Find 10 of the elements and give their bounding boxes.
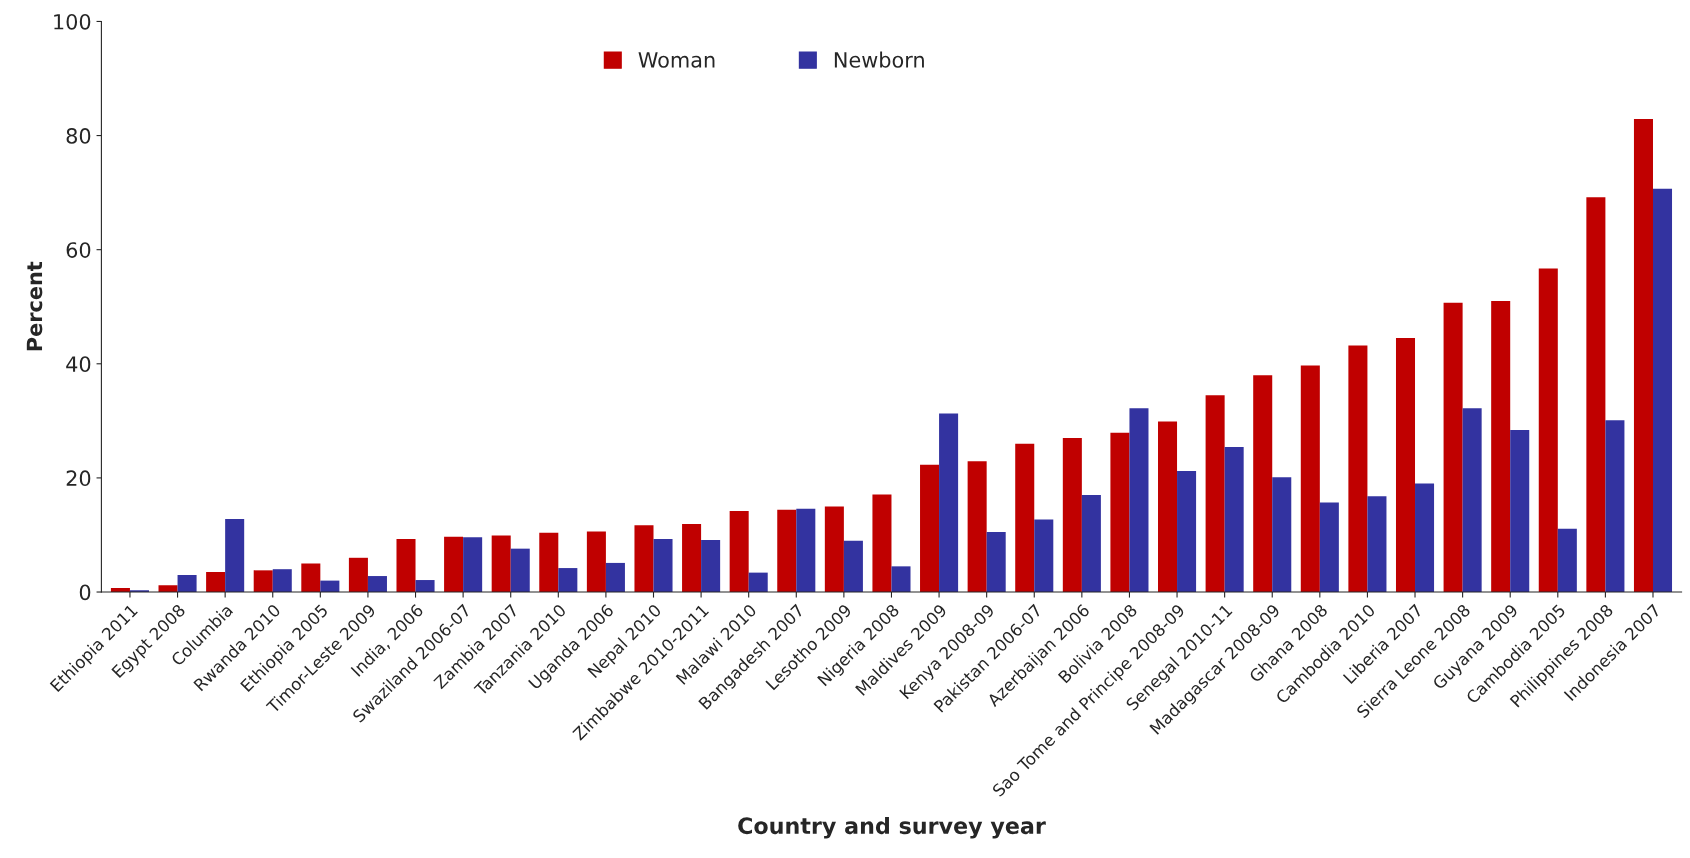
y-tick-label: 20 <box>66 470 91 487</box>
x-axis-title: Country and survey year <box>738 816 1046 839</box>
y-axis-title: Percent <box>26 261 43 351</box>
y-tick-label: 100 <box>54 13 91 30</box>
legend-label: Newborn <box>834 51 924 68</box>
y-tick-label: 40 <box>66 356 91 372</box>
y-tick-label: 60 <box>66 242 91 258</box>
y-tick-label: 0 <box>79 584 91 601</box>
y-tick-label: 80 <box>66 128 91 144</box>
legend-label: Woman <box>638 52 715 68</box>
